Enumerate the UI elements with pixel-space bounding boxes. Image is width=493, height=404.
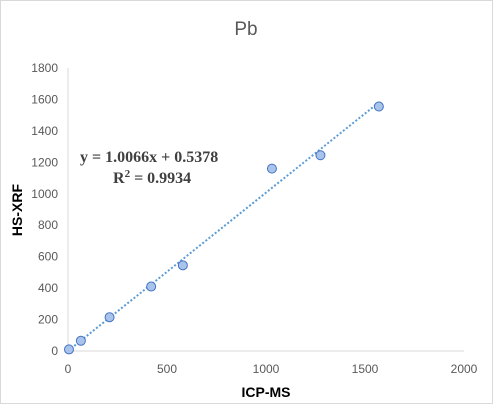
y-tick-label: 1600 xyxy=(31,92,58,106)
trendline-group xyxy=(67,101,380,352)
x-tick-label: 0 xyxy=(65,362,72,376)
data-point xyxy=(373,101,384,112)
y-tick-label: 1000 xyxy=(31,187,58,201)
y-tick-label: 0 xyxy=(51,344,58,358)
trendline xyxy=(67,101,380,352)
regression-equation: y = 1.0066x + 0.5378 xyxy=(80,149,218,166)
data-points xyxy=(63,101,384,355)
tick-labels: 0 500 1000 1500 2000 0 200 400 600 800 1000 1200 140… xyxy=(31,61,477,376)
data-point xyxy=(177,260,188,271)
r-squared-value: = 0.9934 xyxy=(130,170,191,187)
y-axis-label: HS-XRF xyxy=(9,184,25,237)
data-point xyxy=(63,344,74,355)
r-squared-symbol: R xyxy=(113,170,125,187)
data-point xyxy=(104,312,115,323)
y-tick-label: 400 xyxy=(38,281,58,295)
y-tick-label: 1200 xyxy=(31,155,58,169)
y-tick-label: 1400 xyxy=(31,124,58,138)
x-axis-label: ICP-MS xyxy=(242,384,291,400)
chart-title: Pb xyxy=(234,19,257,40)
axes xyxy=(67,68,464,352)
y-tick-label: 600 xyxy=(38,250,58,264)
x-tick-label: 1000 xyxy=(253,362,280,376)
data-point xyxy=(75,335,86,346)
x-tick-label: 1500 xyxy=(352,362,379,376)
x-tick-label: 500 xyxy=(157,362,177,376)
r-squared: R2 = 0.9934 xyxy=(113,168,191,187)
y-tick-label: 200 xyxy=(38,313,58,327)
r-squared-superscript: 2 xyxy=(125,168,131,180)
y-tick-label: 800 xyxy=(38,218,58,232)
data-point xyxy=(266,163,277,174)
y-tick-label: 1800 xyxy=(31,61,58,75)
x-tick-label: 2000 xyxy=(451,362,478,376)
data-point xyxy=(146,281,157,292)
data-point xyxy=(315,150,326,161)
